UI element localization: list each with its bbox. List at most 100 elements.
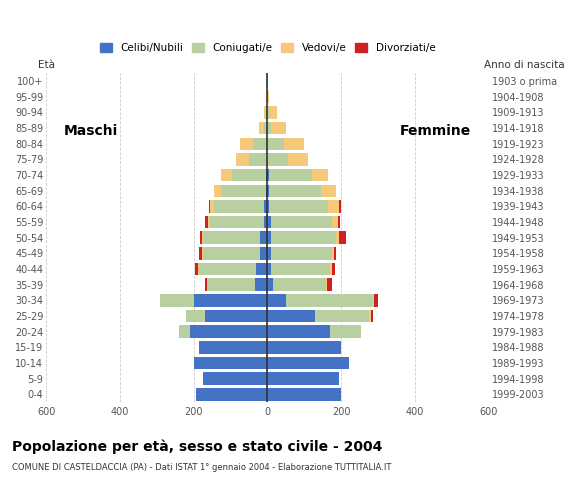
Bar xyxy=(267,263,271,276)
Bar xyxy=(260,247,267,260)
Bar xyxy=(286,294,372,307)
Bar xyxy=(209,200,211,213)
Bar xyxy=(200,231,202,244)
Bar xyxy=(199,263,256,276)
Bar xyxy=(327,278,332,291)
Bar xyxy=(267,200,269,213)
Bar xyxy=(273,278,327,291)
Bar xyxy=(195,388,267,401)
Bar xyxy=(211,216,264,228)
Bar xyxy=(203,247,260,260)
Bar xyxy=(206,278,255,291)
Bar xyxy=(198,263,199,276)
Bar xyxy=(222,169,233,181)
Bar xyxy=(264,216,267,228)
Bar xyxy=(271,231,336,244)
Bar xyxy=(236,153,249,166)
Bar xyxy=(269,169,311,181)
Bar xyxy=(267,388,341,401)
Bar xyxy=(249,153,267,166)
Text: Anno di nascita: Anno di nascita xyxy=(484,60,564,70)
Bar xyxy=(186,310,205,322)
Bar xyxy=(330,263,332,276)
Bar xyxy=(161,294,194,307)
Bar xyxy=(267,231,271,244)
Bar xyxy=(269,184,321,197)
Bar xyxy=(267,247,271,260)
Bar xyxy=(203,231,260,244)
Bar xyxy=(267,341,341,354)
Bar xyxy=(267,106,269,119)
Bar xyxy=(205,310,267,322)
Bar xyxy=(267,357,349,369)
Bar xyxy=(205,216,208,228)
Bar xyxy=(267,310,316,322)
Bar xyxy=(233,169,266,181)
Text: Femmine: Femmine xyxy=(400,124,471,138)
Bar xyxy=(372,294,375,307)
Bar xyxy=(195,263,198,276)
Bar xyxy=(199,341,267,354)
Bar xyxy=(271,263,330,276)
Bar xyxy=(371,310,372,322)
Bar xyxy=(334,247,336,260)
Bar xyxy=(271,216,332,228)
Bar xyxy=(271,247,332,260)
Bar xyxy=(214,184,222,197)
Text: COMUNE DI CASTELDACCIA (PA) - Dati ISTAT 1° gennaio 2004 - Elaborazione TUTTITAL: COMUNE DI CASTELDACCIA (PA) - Dati ISTAT… xyxy=(12,463,391,472)
Bar xyxy=(267,278,273,291)
Bar xyxy=(288,153,308,166)
Bar xyxy=(253,138,267,150)
Bar xyxy=(267,91,269,103)
Bar xyxy=(267,153,288,166)
Bar xyxy=(328,200,339,213)
Bar xyxy=(267,294,286,307)
Bar xyxy=(202,247,203,260)
Bar xyxy=(222,184,266,197)
Bar xyxy=(179,325,190,338)
Bar xyxy=(338,216,340,228)
Bar xyxy=(256,263,267,276)
Bar xyxy=(369,310,371,322)
Bar xyxy=(202,231,203,244)
Bar xyxy=(267,372,339,385)
Legend: Celibi/Nubili, Coniugati/e, Vedovi/e, Divorziati/e: Celibi/Nubili, Coniugati/e, Vedovi/e, Di… xyxy=(96,39,440,58)
Bar xyxy=(205,278,206,291)
Bar xyxy=(240,138,253,150)
Bar xyxy=(267,169,269,181)
Bar xyxy=(267,184,269,197)
Bar xyxy=(321,184,336,197)
Bar xyxy=(336,231,339,244)
Bar xyxy=(260,231,267,244)
Bar xyxy=(214,200,264,213)
Bar xyxy=(332,263,335,276)
Bar xyxy=(266,106,267,119)
Bar xyxy=(264,122,267,134)
Bar xyxy=(332,216,338,228)
Bar xyxy=(271,122,286,134)
Bar xyxy=(264,200,267,213)
Bar xyxy=(194,357,267,369)
Bar xyxy=(266,184,267,197)
Bar xyxy=(269,200,328,213)
Bar xyxy=(259,122,264,134)
Bar xyxy=(267,216,271,228)
Text: Età: Età xyxy=(38,60,55,70)
Bar xyxy=(203,372,267,385)
Bar xyxy=(267,138,284,150)
Bar xyxy=(316,310,369,322)
Bar xyxy=(211,200,214,213)
Bar xyxy=(339,231,346,244)
Bar xyxy=(266,169,267,181)
Bar xyxy=(199,247,202,260)
Bar xyxy=(284,138,304,150)
Bar xyxy=(330,325,361,338)
Bar xyxy=(194,294,267,307)
Bar xyxy=(311,169,328,181)
Bar xyxy=(208,216,211,228)
Text: Popolazione per età, sesso e stato civile - 2004: Popolazione per età, sesso e stato civil… xyxy=(12,439,382,454)
Bar xyxy=(339,200,341,213)
Bar xyxy=(375,294,378,307)
Bar xyxy=(267,325,330,338)
Bar xyxy=(269,106,277,119)
